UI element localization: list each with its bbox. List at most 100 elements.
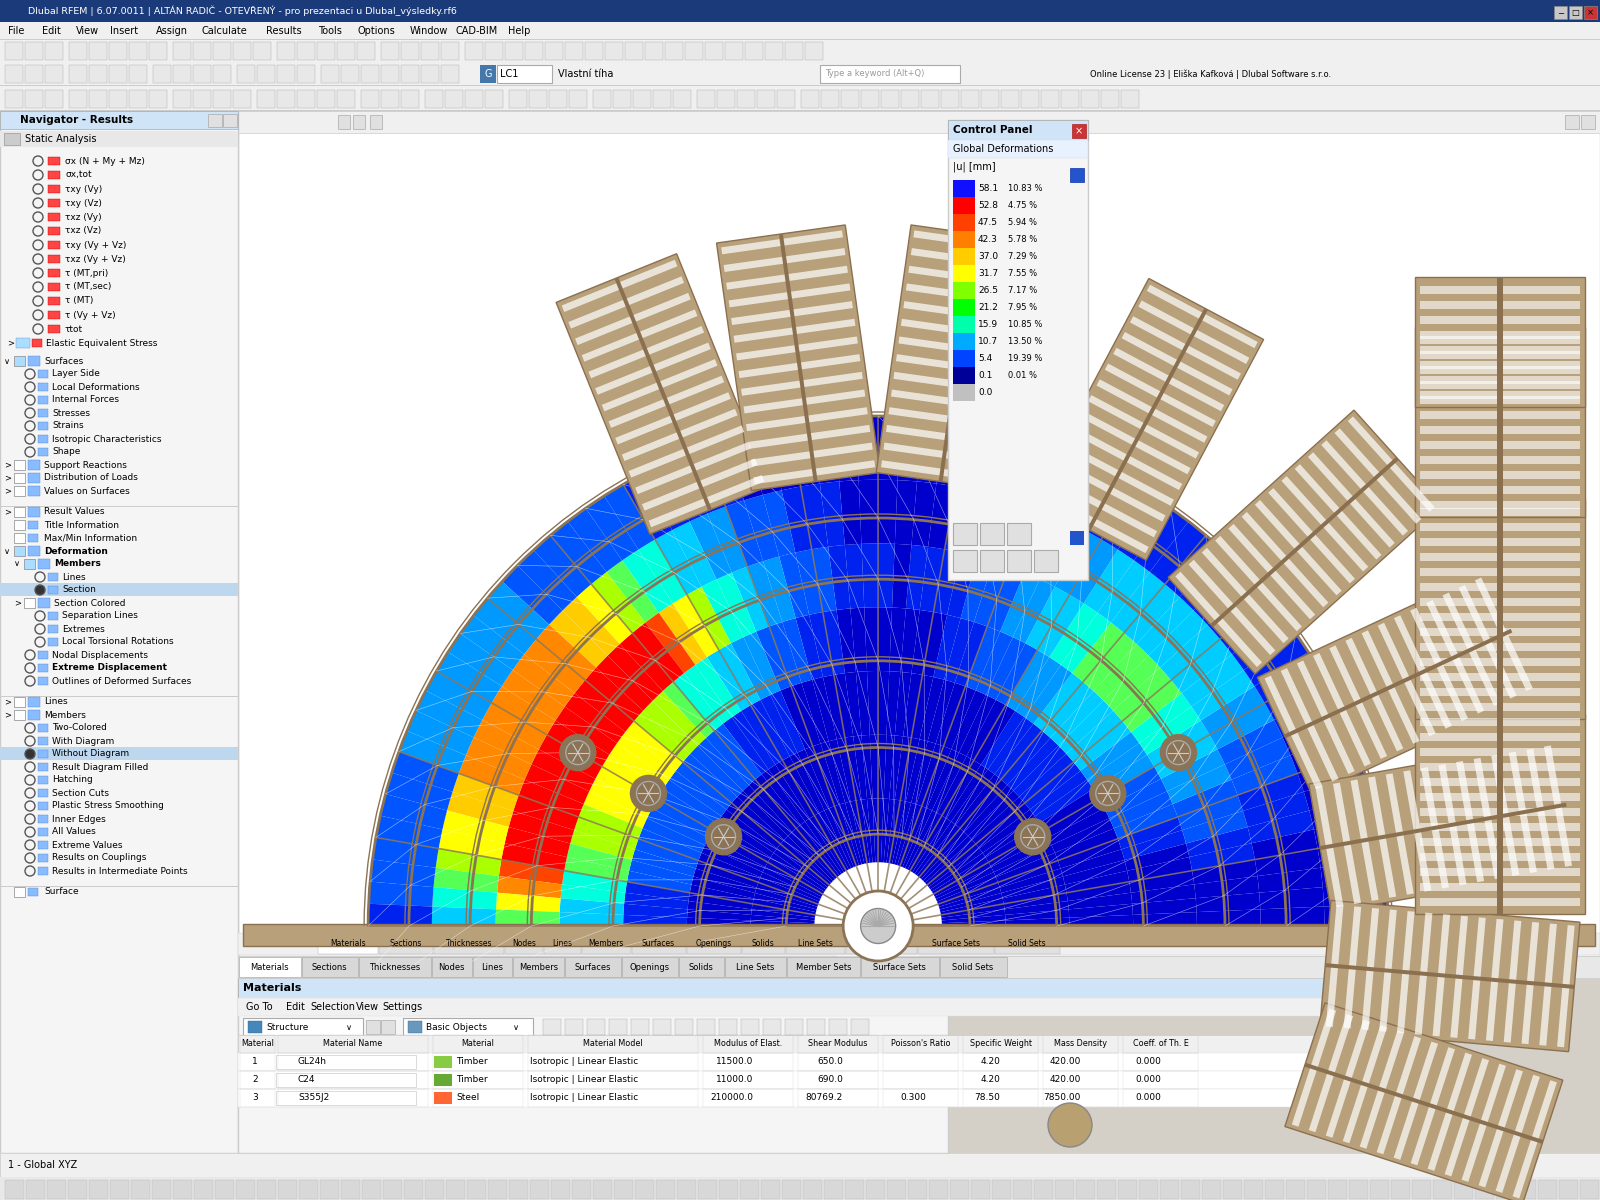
Bar [757, 90, 774, 108]
Bar [14, 473, 26, 482]
Bar [38, 383, 48, 391]
Wedge shape [550, 521, 606, 584]
Wedge shape [1024, 514, 1067, 580]
Wedge shape [960, 557, 994, 622]
Wedge shape [725, 433, 763, 500]
Bar [152, 1180, 171, 1199]
Wedge shape [1067, 463, 1114, 530]
Bar [1421, 366, 1581, 373]
Wedge shape [504, 827, 570, 857]
Bar [954, 316, 974, 332]
Bar [379, 935, 432, 954]
Wedge shape [435, 848, 501, 876]
Text: 0.300: 0.300 [901, 1093, 926, 1103]
Wedge shape [632, 623, 685, 682]
Bar [238, 934, 1600, 955]
Text: τxy (Vy + Vz): τxy (Vy + Vz) [66, 240, 126, 250]
Text: 7.55 %: 7.55 % [1008, 269, 1037, 278]
Wedge shape [942, 920, 1006, 926]
Wedge shape [1218, 720, 1283, 764]
Text: 10.83 %: 10.83 % [1008, 184, 1043, 193]
Bar [883, 1034, 958, 1054]
Wedge shape [498, 876, 562, 899]
Wedge shape [749, 780, 797, 832]
Wedge shape [560, 899, 624, 914]
Polygon shape [1445, 1058, 1490, 1176]
Wedge shape [1298, 751, 1365, 792]
Wedge shape [912, 481, 936, 547]
Wedge shape [1000, 572, 1040, 637]
Bar [109, 65, 126, 83]
Text: Stresses: Stresses [51, 408, 90, 418]
Bar [573, 1180, 590, 1199]
Wedge shape [995, 724, 1042, 780]
Text: Member Sets: Member Sets [795, 962, 851, 972]
Wedge shape [778, 844, 829, 887]
Bar [1421, 350, 1581, 359]
Bar [971, 1180, 990, 1199]
Wedge shape [947, 764, 987, 822]
Bar [485, 90, 502, 108]
Polygon shape [1309, 740, 1578, 912]
Text: 42.3: 42.3 [978, 235, 998, 244]
Bar [434, 1070, 523, 1090]
Bar [173, 42, 190, 60]
Bar [109, 90, 126, 108]
Wedge shape [1259, 887, 1323, 910]
Bar [954, 197, 974, 214]
Wedge shape [853, 736, 867, 799]
Wedge shape [819, 810, 851, 870]
Bar [725, 958, 786, 977]
Bar [786, 935, 845, 954]
Polygon shape [642, 458, 758, 511]
Wedge shape [878, 892, 933, 926]
Polygon shape [1254, 500, 1342, 595]
Wedge shape [1058, 839, 1122, 869]
Bar [0, 62, 1600, 85]
Wedge shape [1154, 734, 1218, 779]
Wedge shape [574, 817, 638, 850]
Text: S355J2: S355J2 [298, 1093, 330, 1103]
Text: Lines: Lines [45, 697, 67, 707]
Text: File: File [8, 25, 24, 36]
Wedge shape [686, 910, 750, 920]
Bar [621, 958, 677, 977]
Wedge shape [952, 690, 986, 752]
Bar [546, 42, 563, 60]
Text: 420.00: 420.00 [1050, 1075, 1082, 1085]
Wedge shape [622, 914, 686, 926]
Bar [90, 65, 107, 83]
Polygon shape [1168, 410, 1442, 674]
Wedge shape [1323, 882, 1387, 906]
Bar [258, 90, 275, 108]
Wedge shape [595, 767, 658, 809]
Wedge shape [933, 863, 992, 896]
Bar [48, 311, 61, 319]
Wedge shape [818, 901, 878, 926]
Wedge shape [878, 870, 910, 926]
Wedge shape [1034, 673, 1083, 731]
Bar [653, 90, 670, 108]
Wedge shape [955, 774, 1002, 828]
Wedge shape [597, 655, 653, 710]
Bar [1390, 1180, 1410, 1199]
Wedge shape [926, 749, 958, 810]
Wedge shape [878, 907, 939, 926]
Wedge shape [1002, 731, 1051, 785]
Wedge shape [549, 611, 608, 667]
Bar [1034, 1180, 1053, 1199]
Polygon shape [754, 461, 875, 484]
Bar [26, 1180, 45, 1199]
Wedge shape [1165, 535, 1222, 596]
Wedge shape [406, 710, 474, 755]
Polygon shape [896, 354, 1018, 378]
Wedge shape [894, 672, 912, 737]
Bar [130, 42, 147, 60]
Wedge shape [1134, 509, 1189, 572]
Wedge shape [1042, 682, 1093, 738]
Text: Surface: Surface [45, 888, 78, 896]
Bar [544, 935, 581, 954]
Text: 4.20: 4.20 [981, 1075, 1000, 1085]
Wedge shape [944, 486, 974, 552]
Wedge shape [776, 761, 814, 818]
